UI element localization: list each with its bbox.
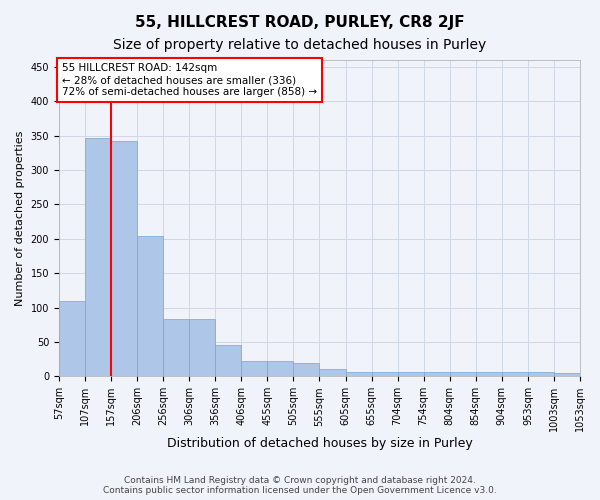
Y-axis label: Number of detached properties: Number of detached properties bbox=[15, 130, 25, 306]
Text: Contains HM Land Registry data © Crown copyright and database right 2024.
Contai: Contains HM Land Registry data © Crown c… bbox=[103, 476, 497, 495]
Bar bbox=[554, 373, 580, 376]
Bar bbox=[476, 372, 502, 376]
X-axis label: Distribution of detached houses by size in Purley: Distribution of detached houses by size … bbox=[167, 437, 472, 450]
Bar bbox=[371, 372, 398, 376]
Bar bbox=[189, 318, 215, 376]
Text: 55, HILLCREST ROAD, PURLEY, CR8 2JF: 55, HILLCREST ROAD, PURLEY, CR8 2JF bbox=[135, 15, 465, 30]
Bar bbox=[528, 372, 554, 376]
Text: 55 HILLCREST ROAD: 142sqm
← 28% of detached houses are smaller (336)
72% of semi: 55 HILLCREST ROAD: 142sqm ← 28% of detac… bbox=[62, 64, 317, 96]
Bar bbox=[398, 372, 424, 376]
Bar bbox=[293, 362, 319, 376]
Bar bbox=[502, 372, 528, 376]
Bar bbox=[268, 361, 293, 376]
Bar bbox=[346, 372, 371, 376]
Text: Size of property relative to detached houses in Purley: Size of property relative to detached ho… bbox=[113, 38, 487, 52]
Bar bbox=[163, 318, 189, 376]
Bar bbox=[319, 369, 346, 376]
Bar bbox=[137, 236, 163, 376]
Bar bbox=[424, 372, 450, 376]
Bar bbox=[59, 300, 85, 376]
Bar bbox=[450, 372, 476, 376]
Bar bbox=[111, 141, 137, 376]
Bar bbox=[85, 138, 111, 376]
Bar bbox=[215, 344, 241, 376]
Bar bbox=[241, 360, 268, 376]
